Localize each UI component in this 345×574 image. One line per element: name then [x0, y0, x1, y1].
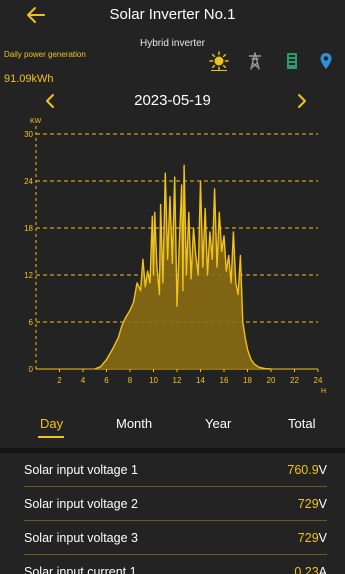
y-tick-label: 24	[24, 177, 33, 186]
header-bar: Solar Inverter No.1	[0, 0, 345, 32]
battery-icon[interactable]	[282, 51, 302, 71]
active-tab-indicator	[38, 436, 64, 438]
y-tick-label: 6	[29, 318, 34, 327]
x-tick-label: 14	[196, 376, 205, 385]
date-value[interactable]: 2023-05-19	[134, 92, 211, 109]
x-tick-label: 4	[81, 376, 86, 385]
list-item: Solar input voltage 3 729V	[24, 521, 327, 555]
reading-value: 760.9V	[287, 463, 327, 477]
x-axis-label: H	[321, 388, 326, 395]
next-date-button[interactable]	[294, 92, 310, 110]
tab-total[interactable]: Total	[288, 416, 316, 431]
list-item: Solar input current 1 0.23A	[24, 555, 327, 574]
x-tick-label: 18	[243, 376, 252, 385]
daily-generation-value: 91.09kWh	[4, 73, 54, 85]
tab-month[interactable]: Month	[116, 416, 153, 431]
sun-icon[interactable]	[209, 51, 229, 71]
series-area	[94, 165, 271, 369]
y-tick-label: 12	[24, 271, 33, 280]
arrow-left-icon	[27, 7, 45, 23]
reading-value: 729V	[297, 497, 327, 511]
tab-day[interactable]: Day	[40, 416, 64, 431]
y-tick-label: 18	[24, 224, 33, 233]
x-tick-label: 12	[173, 376, 182, 385]
readings-list: Solar input voltage 1 760.9V Solar input…	[0, 453, 345, 574]
power-tower-icon[interactable]	[245, 51, 265, 71]
chevron-right-icon	[298, 94, 306, 108]
period-tabs: Day Month Year Total	[0, 412, 345, 440]
section-divider	[0, 448, 345, 453]
x-tick-label: 16	[220, 376, 229, 385]
x-tick-label: 22	[290, 376, 299, 385]
back-button[interactable]	[24, 4, 48, 26]
location-pin-icon[interactable]	[316, 51, 336, 71]
x-tick-label: 8	[128, 376, 133, 385]
x-tick-label: 24	[314, 376, 323, 385]
y-axis-label: KW	[30, 118, 42, 125]
previous-date-button[interactable]	[42, 92, 58, 110]
x-tick-label: 20	[267, 376, 276, 385]
tab-year[interactable]: Year	[205, 416, 232, 431]
series-line	[94, 164, 272, 370]
page-title: Solar Inverter No.1	[109, 6, 236, 23]
date-selector: 2023-05-19	[0, 90, 345, 112]
daily-generation-label: Daily power generation	[4, 50, 86, 59]
list-item: Solar input voltage 1 760.9V	[24, 453, 327, 487]
x-tick-label: 10	[149, 376, 158, 385]
reading-value: 729V	[297, 531, 327, 545]
reading-value: 0.23A	[294, 565, 327, 574]
reading-label: Solar input voltage 1	[24, 463, 138, 477]
list-item: Solar input voltage 2 729V	[24, 487, 327, 521]
x-tick-label: 6	[104, 376, 109, 385]
chevron-left-icon	[46, 94, 54, 108]
reading-label: Solar input voltage 3	[24, 531, 138, 545]
device-type: Hybrid inverter	[139, 38, 206, 49]
y-tick-label: 0	[29, 365, 34, 374]
reading-label: Solar input current 1	[24, 565, 137, 574]
y-tick-label: 30	[24, 130, 33, 139]
x-tick-label: 2	[57, 376, 62, 385]
reading-label: Solar input voltage 2	[24, 497, 138, 511]
